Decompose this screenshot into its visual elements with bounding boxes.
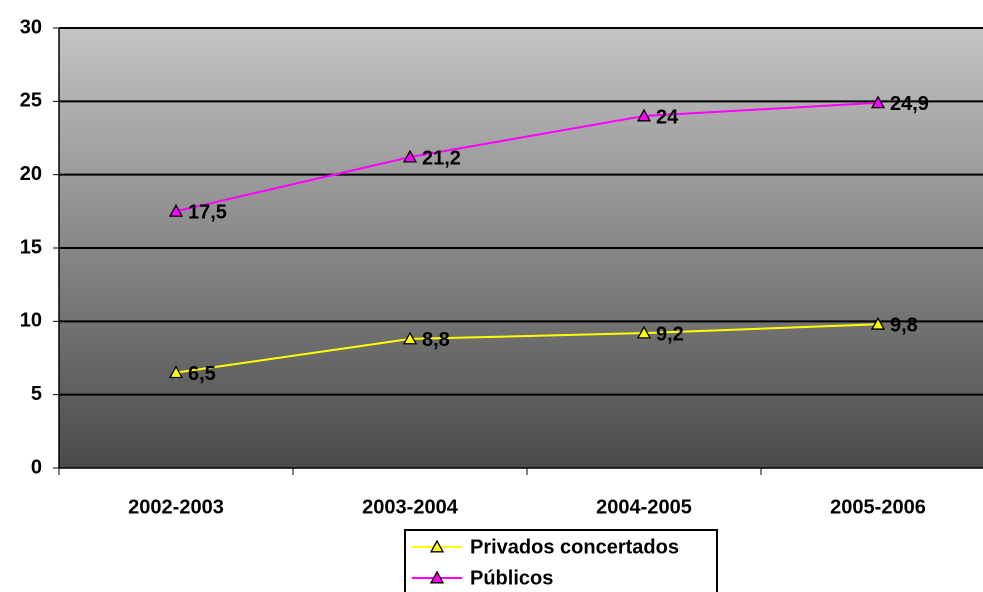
data-label: 24,9 bbox=[890, 93, 929, 115]
marker bbox=[870, 316, 886, 330]
marker bbox=[402, 149, 418, 163]
marker bbox=[168, 365, 184, 379]
y-tick-label: 0 bbox=[31, 456, 42, 478]
y-tick-label: 20 bbox=[20, 163, 42, 185]
legend-box bbox=[404, 529, 718, 592]
x-tick-label: 2002-2003 bbox=[128, 496, 224, 518]
x-tick-label: 2005-2006 bbox=[830, 496, 926, 518]
x-tick-label: 2003-2004 bbox=[362, 496, 459, 518]
data-label: 9,8 bbox=[890, 315, 918, 337]
marker bbox=[402, 331, 418, 345]
data-label: 9,2 bbox=[656, 323, 684, 345]
y-tick-label: 5 bbox=[31, 383, 42, 405]
data-label: 8,8 bbox=[422, 329, 450, 351]
legend-label: Públicos bbox=[470, 567, 553, 589]
legend-marker bbox=[429, 570, 445, 584]
data-label: 17,5 bbox=[188, 202, 227, 224]
legend-marker bbox=[429, 539, 445, 553]
marker bbox=[636, 325, 652, 339]
data-label: 21,2 bbox=[422, 147, 461, 169]
data-label: 6,5 bbox=[188, 363, 216, 385]
x-tick-label: 2004-2005 bbox=[596, 496, 692, 518]
data-label: 24 bbox=[656, 106, 679, 128]
series-line bbox=[175, 323, 879, 374]
marker bbox=[636, 108, 652, 122]
y-tick-label: 10 bbox=[20, 310, 42, 332]
legend-label: Privados concertados bbox=[470, 536, 679, 558]
series-line bbox=[175, 101, 879, 213]
y-tick-label: 30 bbox=[20, 16, 42, 38]
marker bbox=[870, 95, 886, 109]
marker bbox=[168, 203, 184, 217]
y-tick-label: 15 bbox=[20, 236, 42, 258]
y-tick-label: 25 bbox=[20, 90, 42, 112]
